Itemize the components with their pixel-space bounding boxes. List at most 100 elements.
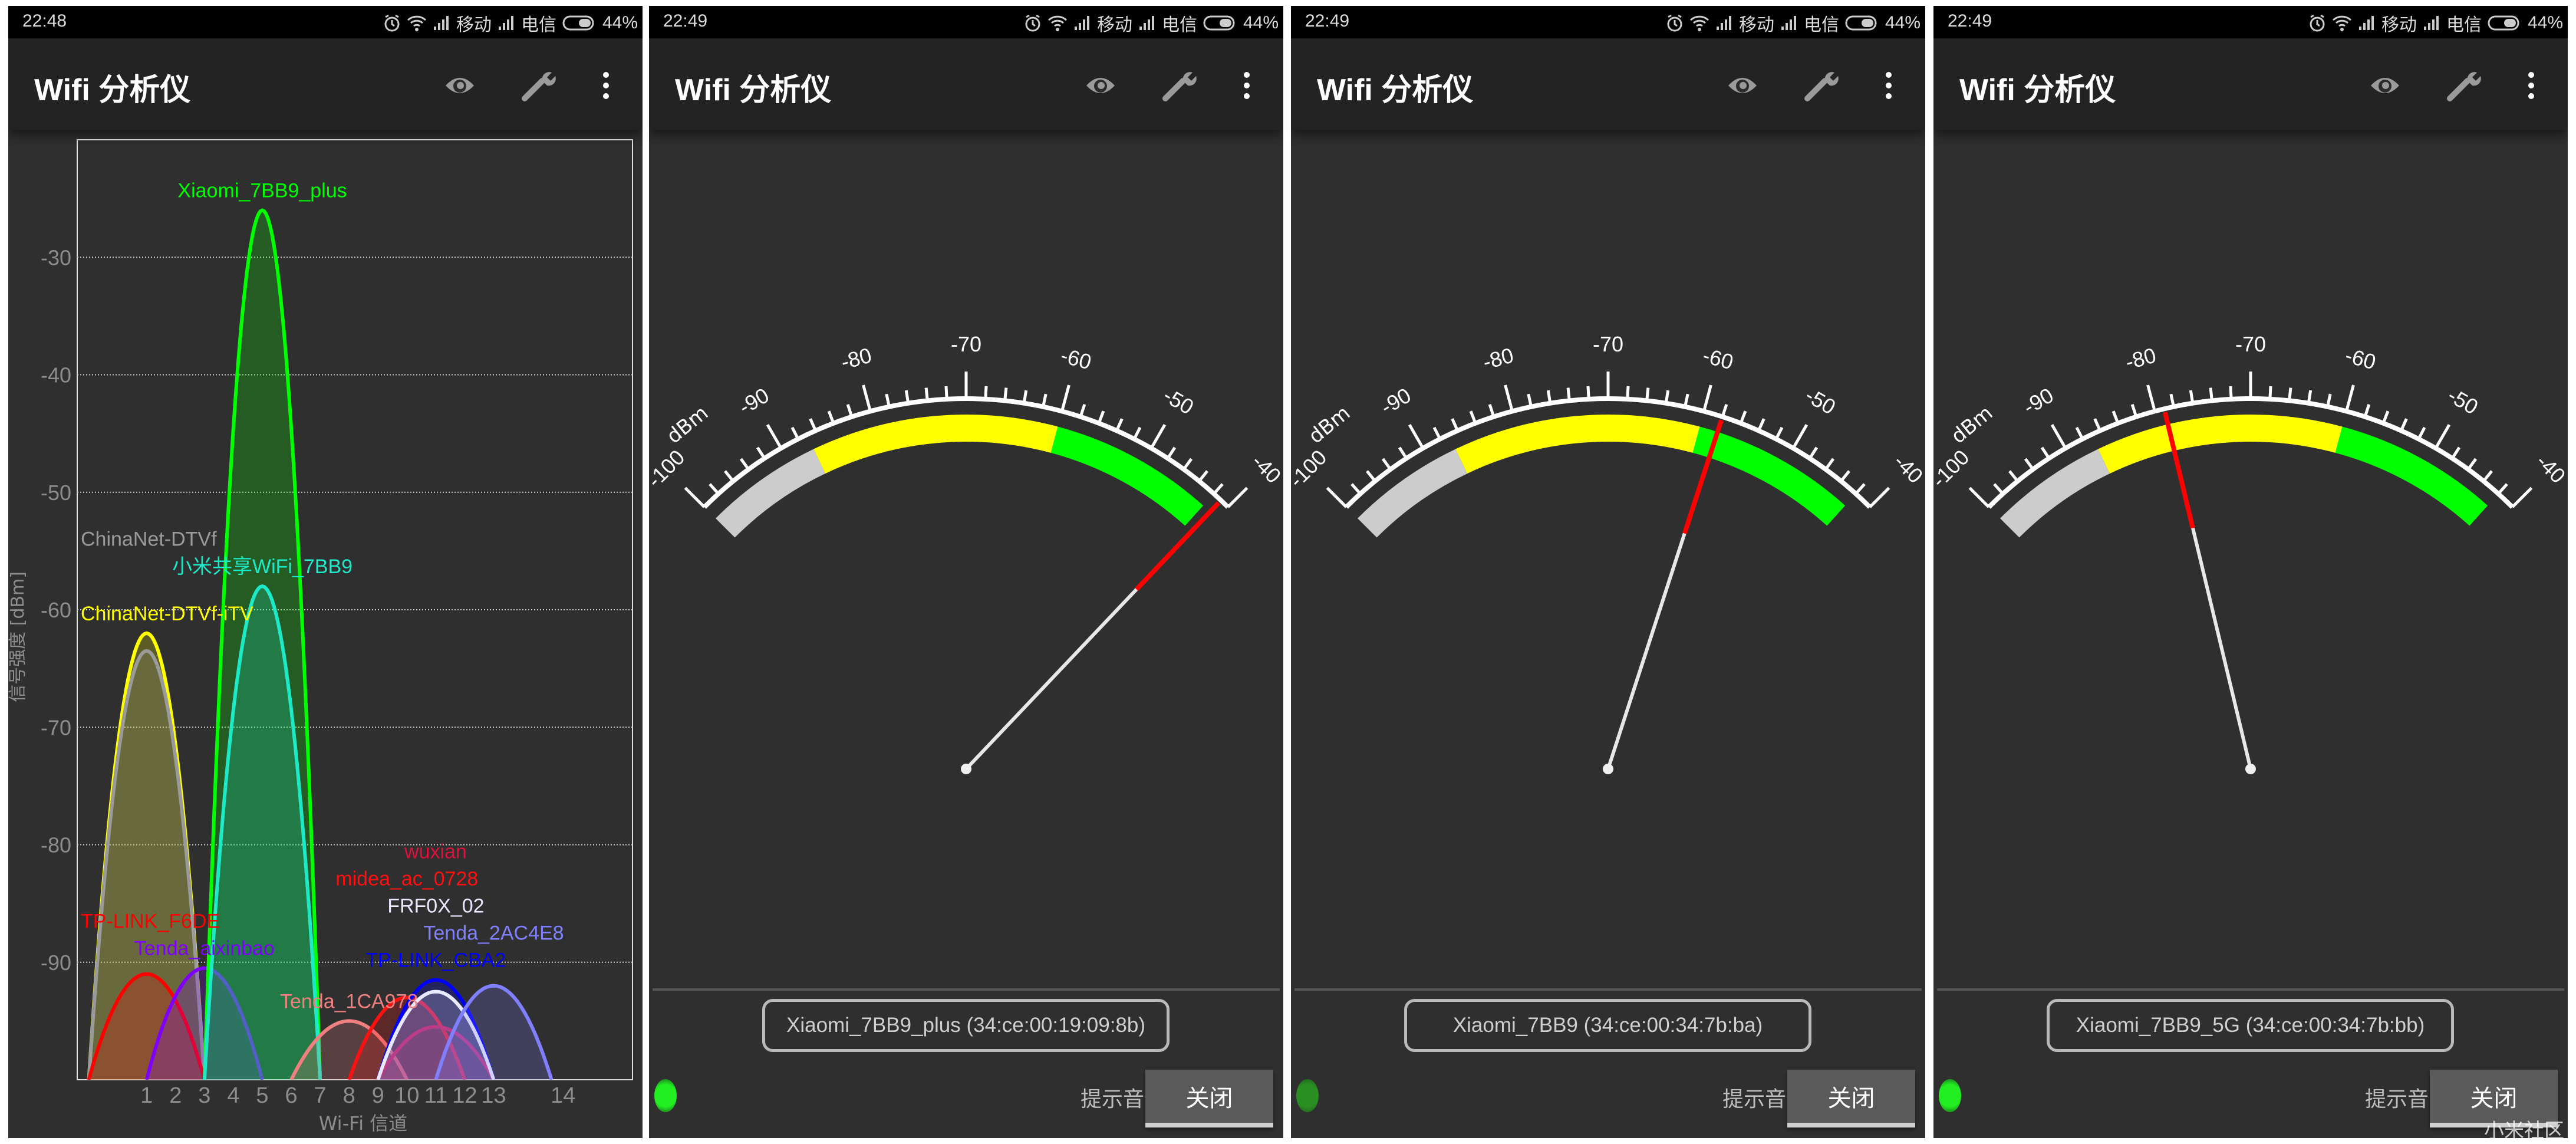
more-vert-icon[interactable] [1882, 68, 1896, 103]
eye-icon[interactable] [1083, 68, 1118, 103]
x-tick-label: 9 [372, 1083, 384, 1108]
content-canvas: -100 -90 -80 -70 -60 -50 -40 dBm [1933, 332, 2568, 774]
minor-tick [1566, 387, 1571, 401]
app-toolbar: Wifi 分析仪 [649, 38, 1283, 130]
meter-tick-label: -100 [649, 445, 690, 492]
wrench-icon[interactable] [520, 68, 556, 103]
selected-network-button[interactable]: Xiaomi_7BB9 (34:ce:00:34:7b:ba) [1404, 999, 1811, 1052]
status-time: 22:49 [1948, 11, 1992, 31]
minor-tick [1097, 410, 1105, 424]
minor-tick [1527, 393, 1533, 407]
signal-curve [87, 649, 206, 1080]
eye-icon[interactable] [1725, 68, 1760, 103]
major-tick [766, 424, 783, 449]
more-vert-icon[interactable] [1240, 68, 1254, 103]
watermark: 小米社区 [2484, 1119, 2564, 1143]
minor-tick [739, 458, 750, 471]
divider [1294, 988, 1922, 991]
minor-tick [1350, 483, 1362, 495]
wrench-icon[interactable] [2445, 68, 2481, 103]
carrier-2: 电信 [521, 15, 556, 35]
meter-tick-label: -60 [1700, 343, 1736, 374]
minor-tick [1840, 470, 1851, 482]
meter-arc [703, 396, 1230, 509]
meter-tick-label: -40 [1247, 449, 1283, 488]
minor-tick [1586, 386, 1590, 399]
close-button[interactable]: 关闭 [1145, 1070, 1273, 1127]
minor-tick [2111, 410, 2120, 424]
wrench-icon[interactable] [1161, 68, 1197, 103]
selected-network-button[interactable]: Xiaomi_7BB9_plus (34:ce:00:19:09:8b) [762, 999, 1170, 1052]
major-tick [2434, 424, 2451, 449]
minor-tick [2381, 410, 2390, 424]
x-tick-label: 2 [169, 1083, 182, 1108]
minor-tick [2040, 446, 2051, 459]
x-tick-label: 3 [198, 1083, 210, 1108]
minor-tick [1003, 387, 1008, 401]
minor-tick [2417, 426, 2426, 440]
selected-network-button[interactable]: Xiaomi_7BB9_5G (34:ce:00:34:7b:bb) [2047, 999, 2454, 1052]
signal-icon [498, 15, 515, 31]
needle-pivot [2245, 764, 2256, 774]
selected-network-label: Xiaomi_7BB9_5G (34:ce:00:34:7b:bb) [2076, 1014, 2425, 1037]
carrier-2: 电信 [2446, 15, 2482, 35]
signal-icon [1073, 15, 1091, 31]
y-tick-label: -60 [41, 598, 71, 622]
selected-network-label: Xiaomi_7BB9 (34:ce:00:34:7b:ba) [1452, 1014, 1763, 1037]
meter-tick-label: -40 [1889, 449, 1925, 488]
network-label: TP-LINK_F6DE [81, 910, 220, 933]
battery-level: 44% [1885, 13, 1921, 32]
minor-tick [709, 483, 720, 495]
status-led [1939, 1079, 1961, 1112]
content-canvas: -100 -90 -80 -70 -60 -50 -40 dBm [649, 332, 1283, 774]
app-toolbar: Wifi 分析仪 [1933, 38, 2568, 130]
minor-tick [2497, 483, 2508, 495]
minor-tick [1488, 404, 1495, 418]
status-bar: 22:49 移动 电信 44% [649, 6, 1283, 38]
close-button[interactable]: 关闭 [1787, 1070, 1915, 1127]
battery-icon [1203, 15, 1237, 31]
minor-tick [723, 470, 734, 482]
signal-area [88, 974, 205, 1080]
meter-band [1455, 415, 1700, 474]
battery-level: 44% [602, 13, 638, 32]
content-canvas: -30-40-50-60-70-80-901 2 3 4 5 6 7 8 9 10 11 12 13 14… [8, 139, 633, 1135]
meter-band [1050, 426, 1204, 526]
y-tick-label: -40 [41, 363, 71, 387]
x-tick-label: 5 [256, 1083, 268, 1108]
meter-tick-label: -90 [2019, 383, 2058, 419]
network-label: wuxian [404, 840, 467, 863]
meter-tick-label: -50 [1159, 383, 1198, 419]
minor-tick [1684, 393, 1689, 407]
close-button[interactable]: 关闭 [2430, 1070, 2558, 1127]
eye-icon[interactable] [442, 68, 477, 103]
signal-curve [376, 1025, 496, 1080]
minor-tick [1774, 426, 1784, 440]
signal-curve [87, 972, 206, 1080]
minor-tick [1213, 483, 1224, 495]
meter-tick-label: -80 [838, 343, 874, 374]
selected-network-label: Xiaomi_7BB9_plus (34:ce:00:19:09:8b) [786, 1014, 1145, 1037]
meter-band [1358, 449, 1468, 538]
major-tick [1060, 384, 1070, 412]
minor-tick [790, 426, 800, 440]
wrench-icon[interactable] [1803, 68, 1839, 103]
more-vert-icon[interactable] [2524, 68, 2538, 103]
more-vert-icon[interactable] [599, 68, 613, 103]
meter-tick-label: -100 [1291, 445, 1332, 492]
minor-tick [1198, 470, 1209, 482]
major-tick [2146, 384, 2156, 412]
minor-tick [1115, 418, 1124, 432]
needle-pivot [961, 764, 971, 774]
major-tick [1968, 486, 1990, 508]
x-tick-label: 1 [140, 1083, 153, 1108]
minor-tick [846, 404, 854, 418]
minor-tick [2024, 458, 2034, 471]
minor-tick [1132, 426, 1142, 440]
content-canvas: -100 -90 -80 -70 -60 -50 -40 dBm [1291, 332, 1925, 774]
network-label: TP-LINK_CBA2 [365, 949, 506, 972]
meter-tick-label: -80 [2123, 343, 2159, 374]
eye-icon[interactable] [2367, 68, 2403, 103]
major-tick [1227, 486, 1249, 508]
minor-tick [904, 390, 910, 404]
